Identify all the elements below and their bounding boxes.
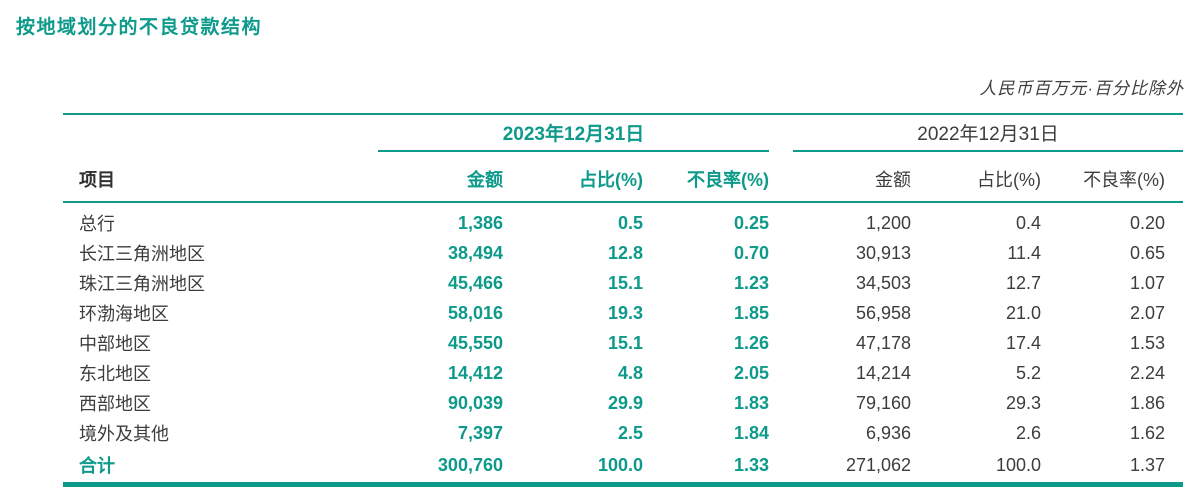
page-title: 按地域划分的不良贷款结构	[16, 17, 263, 38]
npl-rate-2022: 2.07	[1130, 302, 1166, 323]
share-2023: 0.5	[617, 212, 643, 233]
column-header-row: 项目 金额 占比(%) 不良率(%) 金额 占比(%) 不良率(%)	[63, 151, 1184, 203]
npl-rate-2023: 1.84	[733, 422, 770, 443]
year-header-2022: 2022年12月31日	[793, 114, 1184, 152]
table-row: 珠江三角洲地区 45,466 15.1 1.23 34,503 12.7 1.0…	[63, 268, 1183, 298]
row-label: 总行	[79, 214, 115, 234]
amount-2023: 58,016	[447, 302, 503, 323]
table-row: 东北地区 14,412 4.8 2.05 14,214 5.2 2.24	[63, 358, 1183, 388]
table-row: 境外及其他 7,397 2.5 1.84 6,936 2.6 1.62	[63, 418, 1183, 448]
year-header-row: 2023年12月31日 2022年12月31日	[63, 114, 1184, 152]
share-2023: 100.0	[503, 448, 643, 487]
row-label: 中部地区	[79, 334, 151, 354]
col-header-amount-2023: 金额	[378, 151, 503, 203]
npl-by-region-table: 2023年12月31日 2022年12月31日 项目 金额 占比(%) 不良率(…	[63, 113, 1184, 487]
table-row: 西部地区 90,039 29.9 1.83 79,160 29.3 1.86	[63, 388, 1183, 418]
item-column-header: 项目	[63, 151, 378, 203]
npl-rate-2023: 0.70	[733, 242, 770, 263]
col-header-amount-2022: 金额	[793, 151, 912, 203]
share-2022: 100.0	[911, 448, 1042, 487]
amount-2023: 90,039	[447, 392, 503, 413]
amount-2023: 300,760	[378, 448, 503, 487]
amount-2023: 38,494	[447, 242, 503, 263]
npl-rate-2023: 1.85	[733, 302, 770, 323]
amount-2022: 1,200	[865, 212, 912, 233]
npl-rate-2023: 1.83	[733, 392, 770, 413]
amount-2022: 56,958	[855, 302, 912, 323]
column-gap	[769, 238, 793, 268]
share-2023: 29.9	[607, 392, 643, 413]
amount-2022: 14,214	[855, 362, 912, 383]
table-row: 总行 1,386 0.5 0.25 1,200 0.4 0.20	[63, 202, 1183, 238]
npl-rate-2022: 1.86	[1130, 392, 1166, 413]
share-2023: 12.8	[607, 242, 643, 263]
unit-note: 人民币百万元·百分比除外	[979, 79, 1184, 98]
amount-2023: 45,466	[447, 272, 503, 293]
npl-rate-2023: 2.05	[733, 362, 770, 383]
share-2022: 2.6	[1016, 422, 1042, 443]
column-gap	[769, 202, 793, 238]
column-gap	[769, 388, 793, 418]
npl-rate-2022: 1.62	[1130, 422, 1166, 443]
amount-2022: 79,160	[855, 392, 912, 413]
amount-2022: 34,503	[855, 272, 912, 293]
share-2022: 29.3	[1005, 392, 1042, 413]
column-gap	[769, 448, 794, 487]
npl-rate-2022: 1.53	[1130, 332, 1166, 353]
share-2022: 5.2	[1016, 362, 1042, 383]
column-gap	[769, 358, 793, 388]
table-row: 长江三角洲地区 38,494 12.8 0.70 30,913 11.4 0.6…	[63, 238, 1183, 268]
col-header-npl-rate-2022: 不良率(%)	[1041, 151, 1184, 203]
share-2023: 4.8	[617, 362, 643, 383]
npl-rate-2023: 0.25	[733, 212, 770, 233]
column-gap	[769, 114, 793, 151]
column-gap	[769, 151, 794, 203]
row-label: 环渤海地区	[79, 304, 169, 324]
amount-2022: 47,178	[855, 332, 912, 353]
item-header-spacer	[63, 114, 378, 151]
npl-rate-2022: 0.20	[1130, 212, 1166, 233]
row-label: 东北地区	[79, 364, 151, 384]
amount-2023: 7,397	[457, 422, 503, 443]
share-2022: 11.4	[1007, 242, 1042, 263]
table-row: 中部地区 45,550 15.1 1.26 47,178 17.4 1.53	[63, 328, 1183, 358]
column-gap	[769, 268, 793, 298]
npl-rate-2023: 1.23	[733, 272, 770, 293]
column-gap	[769, 298, 793, 328]
share-2023: 15.1	[607, 272, 643, 293]
npl-rate-2023: 1.33	[643, 448, 770, 487]
column-gap	[769, 418, 793, 448]
share-2022: 0.4	[1016, 212, 1042, 233]
column-gap	[769, 328, 793, 358]
amount-2022: 30,913	[855, 242, 912, 263]
year-header-2023: 2023年12月31日	[378, 114, 770, 152]
share-2023: 2.5	[617, 422, 643, 443]
amount-2023: 45,550	[447, 332, 503, 353]
npl-rate-2023: 1.26	[733, 332, 770, 353]
amount-2022: 271,062	[793, 448, 912, 487]
row-label: 长江三角洲地区	[79, 244, 205, 264]
row-label: 珠江三角洲地区	[79, 274, 205, 294]
share-2023: 19.3	[607, 302, 643, 323]
share-2023: 15.1	[607, 332, 643, 353]
npl-rate-2022: 1.07	[1130, 272, 1166, 293]
npl-rate-2022: 2.24	[1130, 362, 1166, 383]
npl-rate-2022: 1.37	[1041, 448, 1184, 487]
col-header-share-2022: 占比(%)	[911, 151, 1042, 203]
col-header-share-2023: 占比(%)	[503, 151, 643, 203]
row-label: 合计	[63, 448, 378, 487]
table-row: 环渤海地区 58,016 19.3 1.85 56,958 21.0 2.07	[63, 298, 1183, 328]
amount-2022: 6,936	[865, 422, 912, 443]
npl-rate-2022: 0.65	[1130, 242, 1166, 263]
total-row: 合计 300,760 100.0 1.33 271,062 100.0 1.37	[63, 448, 1184, 487]
amount-2023: 14,412	[447, 362, 503, 383]
share-2022: 12.7	[1005, 272, 1042, 293]
share-2022: 17.4	[1005, 332, 1042, 353]
amount-2023: 1,386	[457, 212, 503, 233]
row-label: 西部地区	[79, 394, 151, 414]
share-2022: 21.0	[1005, 302, 1042, 323]
row-label: 境外及其他	[79, 424, 169, 444]
col-header-npl-rate-2023: 不良率(%)	[643, 151, 770, 203]
